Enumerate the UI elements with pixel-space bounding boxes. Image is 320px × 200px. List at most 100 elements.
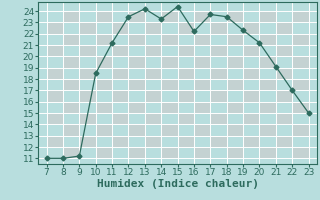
Bar xyxy=(292,79,308,90)
Bar xyxy=(243,22,260,34)
Bar xyxy=(128,79,145,90)
Bar xyxy=(145,22,161,34)
Bar xyxy=(145,68,161,79)
Bar xyxy=(128,11,145,22)
Bar xyxy=(210,22,227,34)
Bar xyxy=(47,22,63,34)
Bar xyxy=(194,102,210,113)
Bar xyxy=(210,68,227,79)
Bar xyxy=(276,113,292,124)
Bar xyxy=(194,11,210,22)
Bar xyxy=(112,22,128,34)
Bar xyxy=(227,11,243,22)
Bar xyxy=(292,102,308,113)
Bar xyxy=(276,68,292,79)
Bar xyxy=(260,79,276,90)
Bar xyxy=(260,34,276,45)
Bar xyxy=(276,90,292,102)
Bar xyxy=(194,34,210,45)
Bar xyxy=(112,68,128,79)
Bar xyxy=(227,124,243,136)
Bar xyxy=(112,45,128,56)
Bar xyxy=(227,147,243,158)
Bar xyxy=(145,113,161,124)
Bar xyxy=(63,102,79,113)
Bar xyxy=(79,136,96,147)
Bar xyxy=(210,136,227,147)
Bar xyxy=(96,11,112,22)
Bar xyxy=(276,136,292,147)
Bar xyxy=(161,147,178,158)
Bar xyxy=(210,45,227,56)
Bar xyxy=(260,147,276,158)
Bar xyxy=(194,124,210,136)
Bar xyxy=(178,22,194,34)
Bar xyxy=(227,102,243,113)
Bar xyxy=(227,79,243,90)
Bar xyxy=(292,147,308,158)
Bar xyxy=(161,56,178,68)
Bar xyxy=(227,34,243,45)
Bar xyxy=(161,34,178,45)
Bar xyxy=(243,113,260,124)
Bar xyxy=(79,90,96,102)
Bar xyxy=(260,124,276,136)
Bar xyxy=(161,102,178,113)
Bar xyxy=(178,68,194,79)
Bar xyxy=(63,147,79,158)
Bar xyxy=(161,124,178,136)
Bar xyxy=(292,56,308,68)
Bar xyxy=(260,56,276,68)
Bar xyxy=(47,90,63,102)
Bar xyxy=(63,56,79,68)
Bar xyxy=(96,79,112,90)
Bar xyxy=(292,34,308,45)
Bar xyxy=(210,113,227,124)
Bar xyxy=(178,136,194,147)
Bar xyxy=(276,22,292,34)
Bar xyxy=(112,136,128,147)
Bar xyxy=(161,11,178,22)
Bar xyxy=(96,56,112,68)
Bar xyxy=(243,45,260,56)
Bar xyxy=(227,56,243,68)
Bar xyxy=(210,90,227,102)
Bar xyxy=(128,147,145,158)
Bar xyxy=(260,102,276,113)
Bar xyxy=(96,147,112,158)
Bar xyxy=(292,124,308,136)
X-axis label: Humidex (Indice chaleur): Humidex (Indice chaleur) xyxy=(97,179,259,189)
Bar xyxy=(145,90,161,102)
Bar xyxy=(243,90,260,102)
Bar xyxy=(63,79,79,90)
Bar xyxy=(79,68,96,79)
Bar xyxy=(194,56,210,68)
Bar xyxy=(47,68,63,79)
Bar xyxy=(47,45,63,56)
Bar xyxy=(260,11,276,22)
Bar xyxy=(96,34,112,45)
Bar xyxy=(128,56,145,68)
Bar xyxy=(178,90,194,102)
Bar xyxy=(47,136,63,147)
Bar xyxy=(194,147,210,158)
Bar xyxy=(178,113,194,124)
Bar xyxy=(243,68,260,79)
Bar xyxy=(128,124,145,136)
Bar xyxy=(243,136,260,147)
Bar xyxy=(96,102,112,113)
Bar xyxy=(128,34,145,45)
Bar xyxy=(161,79,178,90)
Bar xyxy=(194,79,210,90)
Bar xyxy=(63,11,79,22)
Bar xyxy=(112,113,128,124)
Bar xyxy=(292,11,308,22)
Bar xyxy=(96,124,112,136)
Bar xyxy=(79,22,96,34)
Bar xyxy=(79,45,96,56)
Bar xyxy=(178,45,194,56)
Bar xyxy=(128,102,145,113)
Bar xyxy=(63,34,79,45)
Bar xyxy=(63,124,79,136)
Bar xyxy=(145,45,161,56)
